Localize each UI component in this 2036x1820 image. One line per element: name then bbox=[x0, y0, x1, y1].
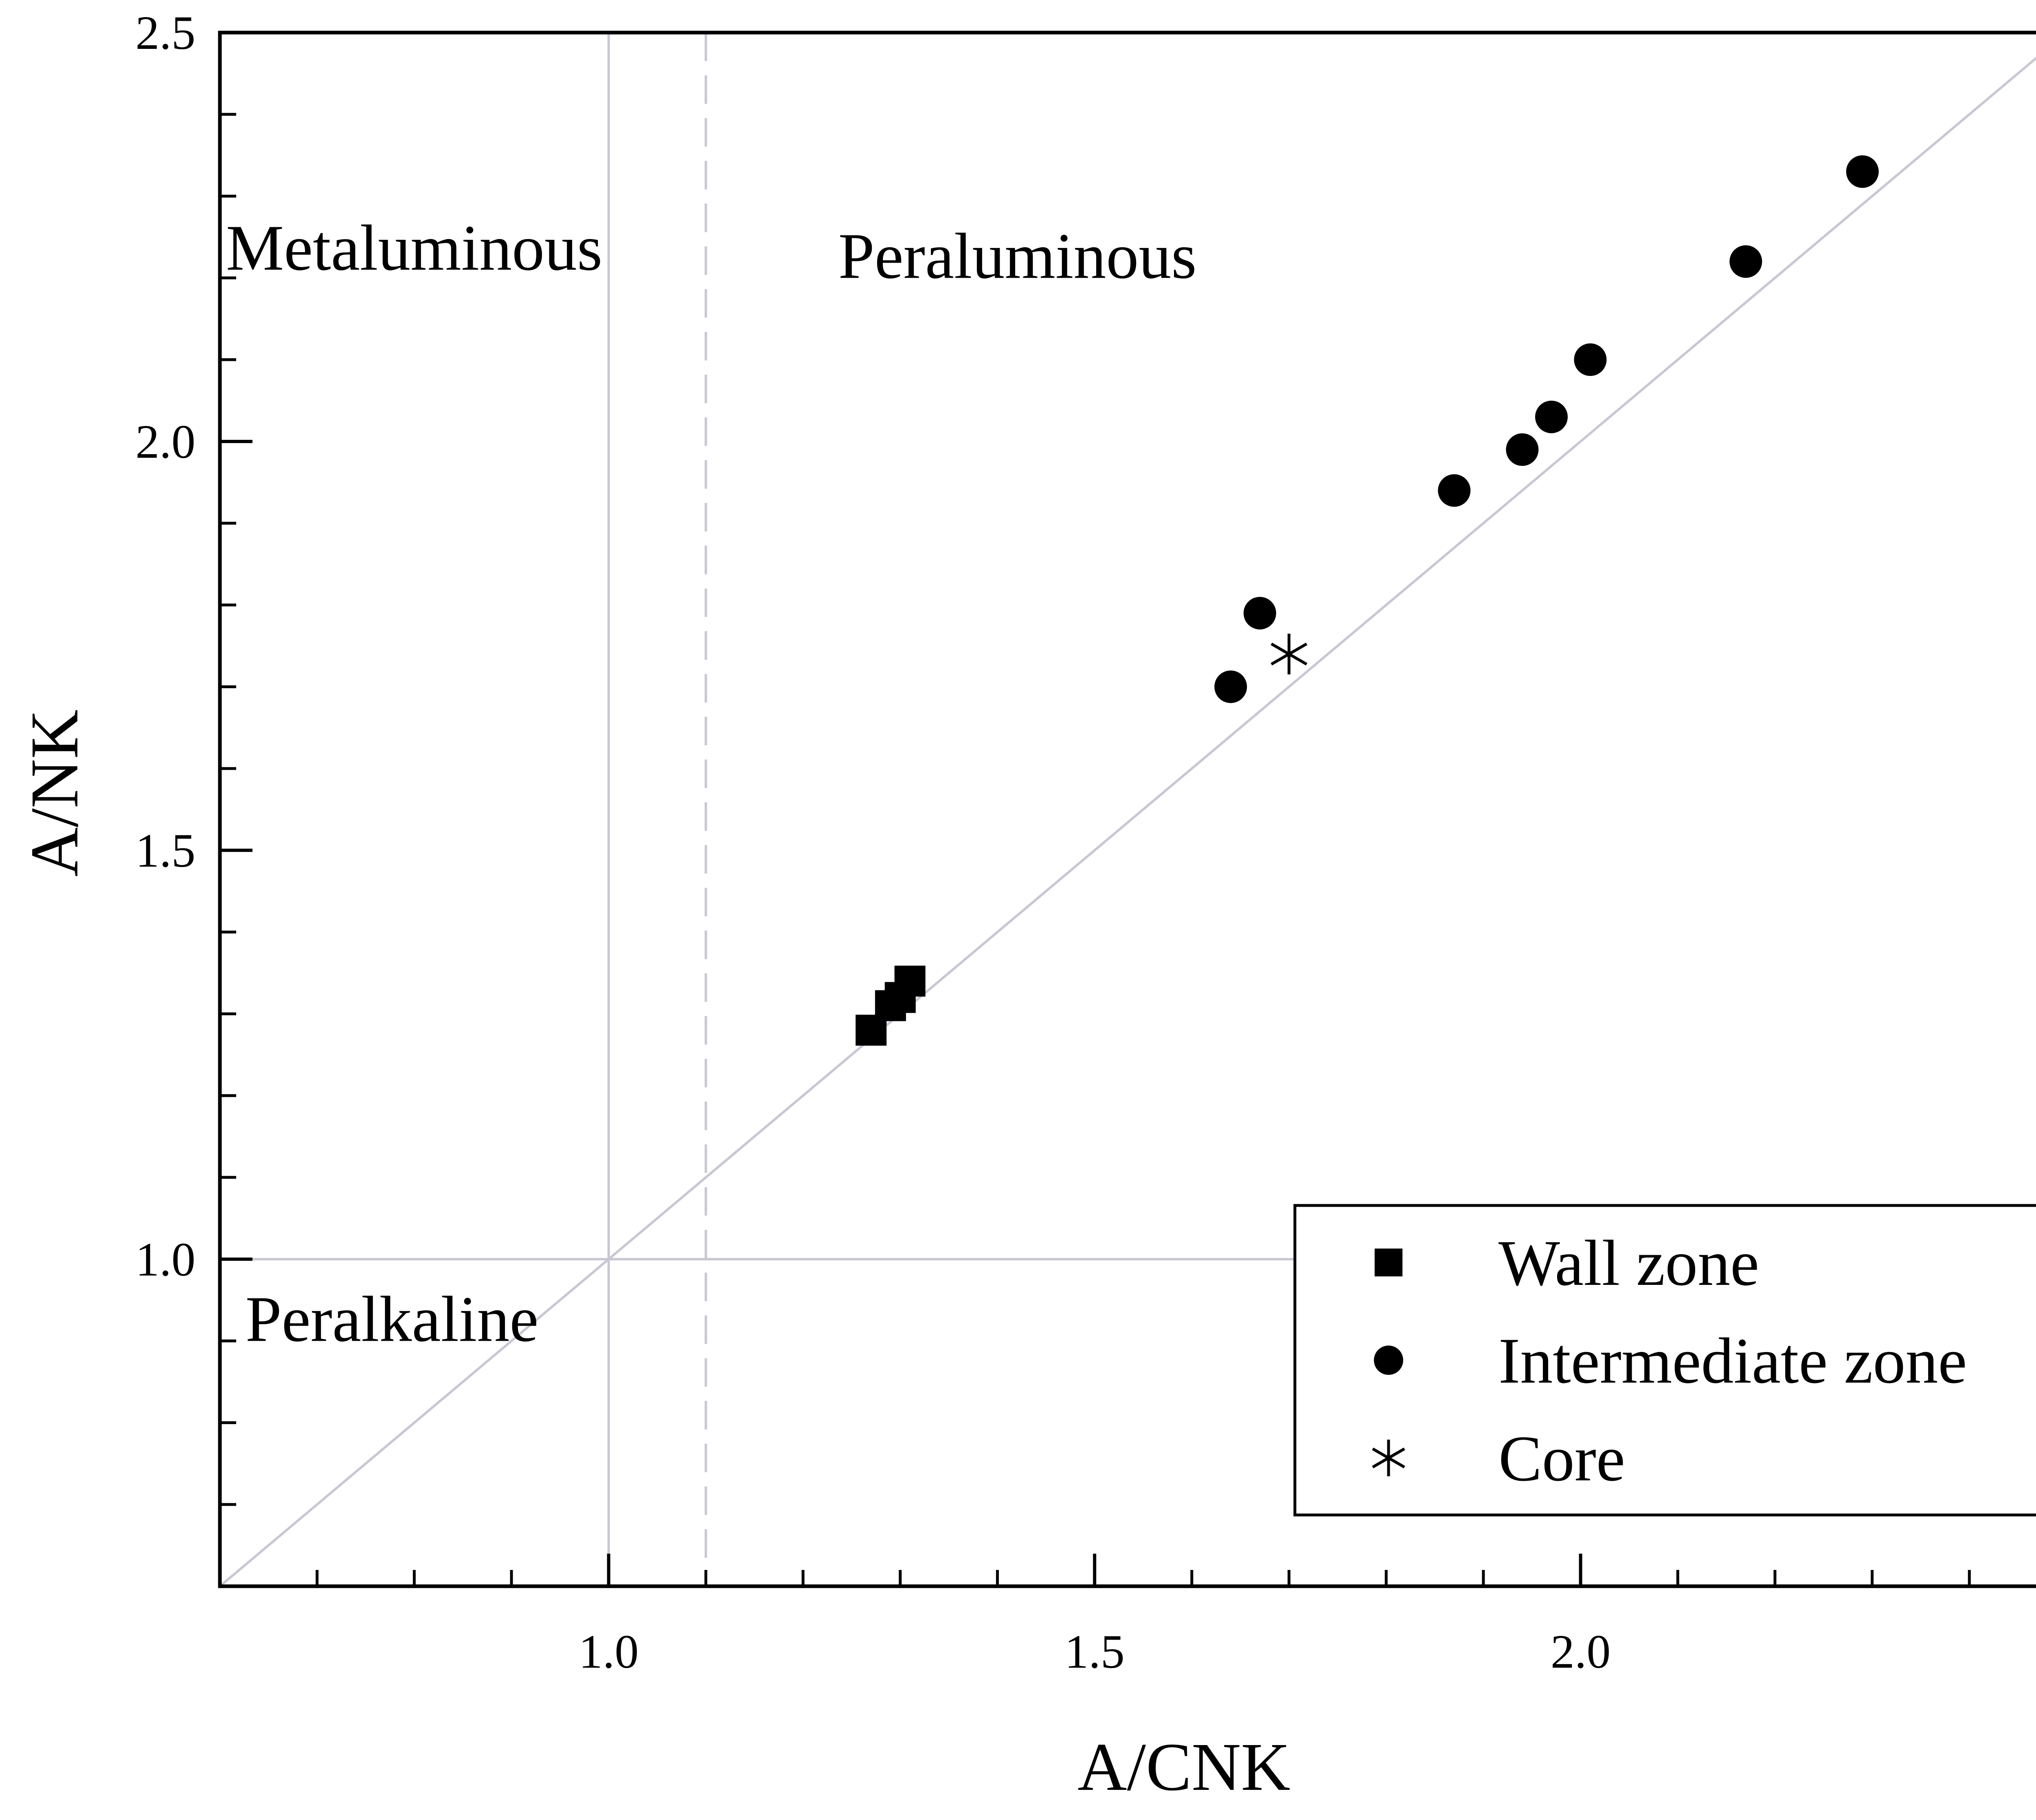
diagonal-line bbox=[219, 57, 2036, 1587]
wall-zone-point bbox=[894, 966, 926, 997]
intermediate-zone-point bbox=[1438, 474, 1471, 507]
legend-marker-square bbox=[1374, 1248, 1403, 1277]
legend-box bbox=[1293, 1204, 2036, 1517]
legend-marker-asterisk bbox=[1372, 1440, 1405, 1476]
asterisk-stroke bbox=[1372, 1447, 1405, 1469]
region-labels: Metaluminous Peraluminous Peralkaline bbox=[226, 211, 1197, 1355]
legend: Wall zone Intermediate zone Core bbox=[1293, 1204, 2036, 1517]
plot-frame bbox=[218, 31, 2036, 1588]
core-point bbox=[1270, 634, 1308, 674]
intermediate-zone-point bbox=[1729, 245, 1762, 278]
y-tick-label: 2.0 bbox=[136, 415, 196, 468]
intermediate-zone-point bbox=[1574, 343, 1607, 376]
legend-marker-circle bbox=[1374, 1346, 1403, 1375]
region-label-peralkaline: Peralkaline bbox=[246, 1283, 539, 1355]
intermediate-zone-point bbox=[1243, 597, 1276, 630]
data-points bbox=[856, 155, 1879, 1046]
intermediate-zone-point bbox=[1214, 670, 1247, 703]
y-tick-label: 1.0 bbox=[136, 1233, 196, 1286]
y-tick-label: 1.5 bbox=[136, 824, 196, 877]
y-tick-label: 2.5 bbox=[136, 6, 196, 59]
region-label-metaluminous: Metaluminous bbox=[226, 211, 602, 284]
intermediate-zone-point bbox=[1506, 433, 1539, 466]
x-tick-label: 2.0 bbox=[1551, 1625, 1611, 1678]
legend-label: Intermediate zone bbox=[1498, 1324, 1967, 1397]
y-axis-title: A/NK bbox=[17, 709, 92, 877]
legend-label: Wall zone bbox=[1498, 1227, 1759, 1299]
legend-label: Core bbox=[1498, 1422, 1625, 1495]
x-axis-title: A/CNK bbox=[1077, 1729, 1290, 1805]
region-label-peraluminous: Peraluminous bbox=[838, 220, 1197, 292]
asterisk-stroke bbox=[1270, 642, 1308, 666]
intermediate-zone-point bbox=[1846, 155, 1879, 188]
x-tick-label: 1.5 bbox=[1064, 1625, 1125, 1678]
intermediate-zone-point bbox=[1535, 400, 1568, 433]
x-tick-label: 1.0 bbox=[579, 1625, 639, 1678]
